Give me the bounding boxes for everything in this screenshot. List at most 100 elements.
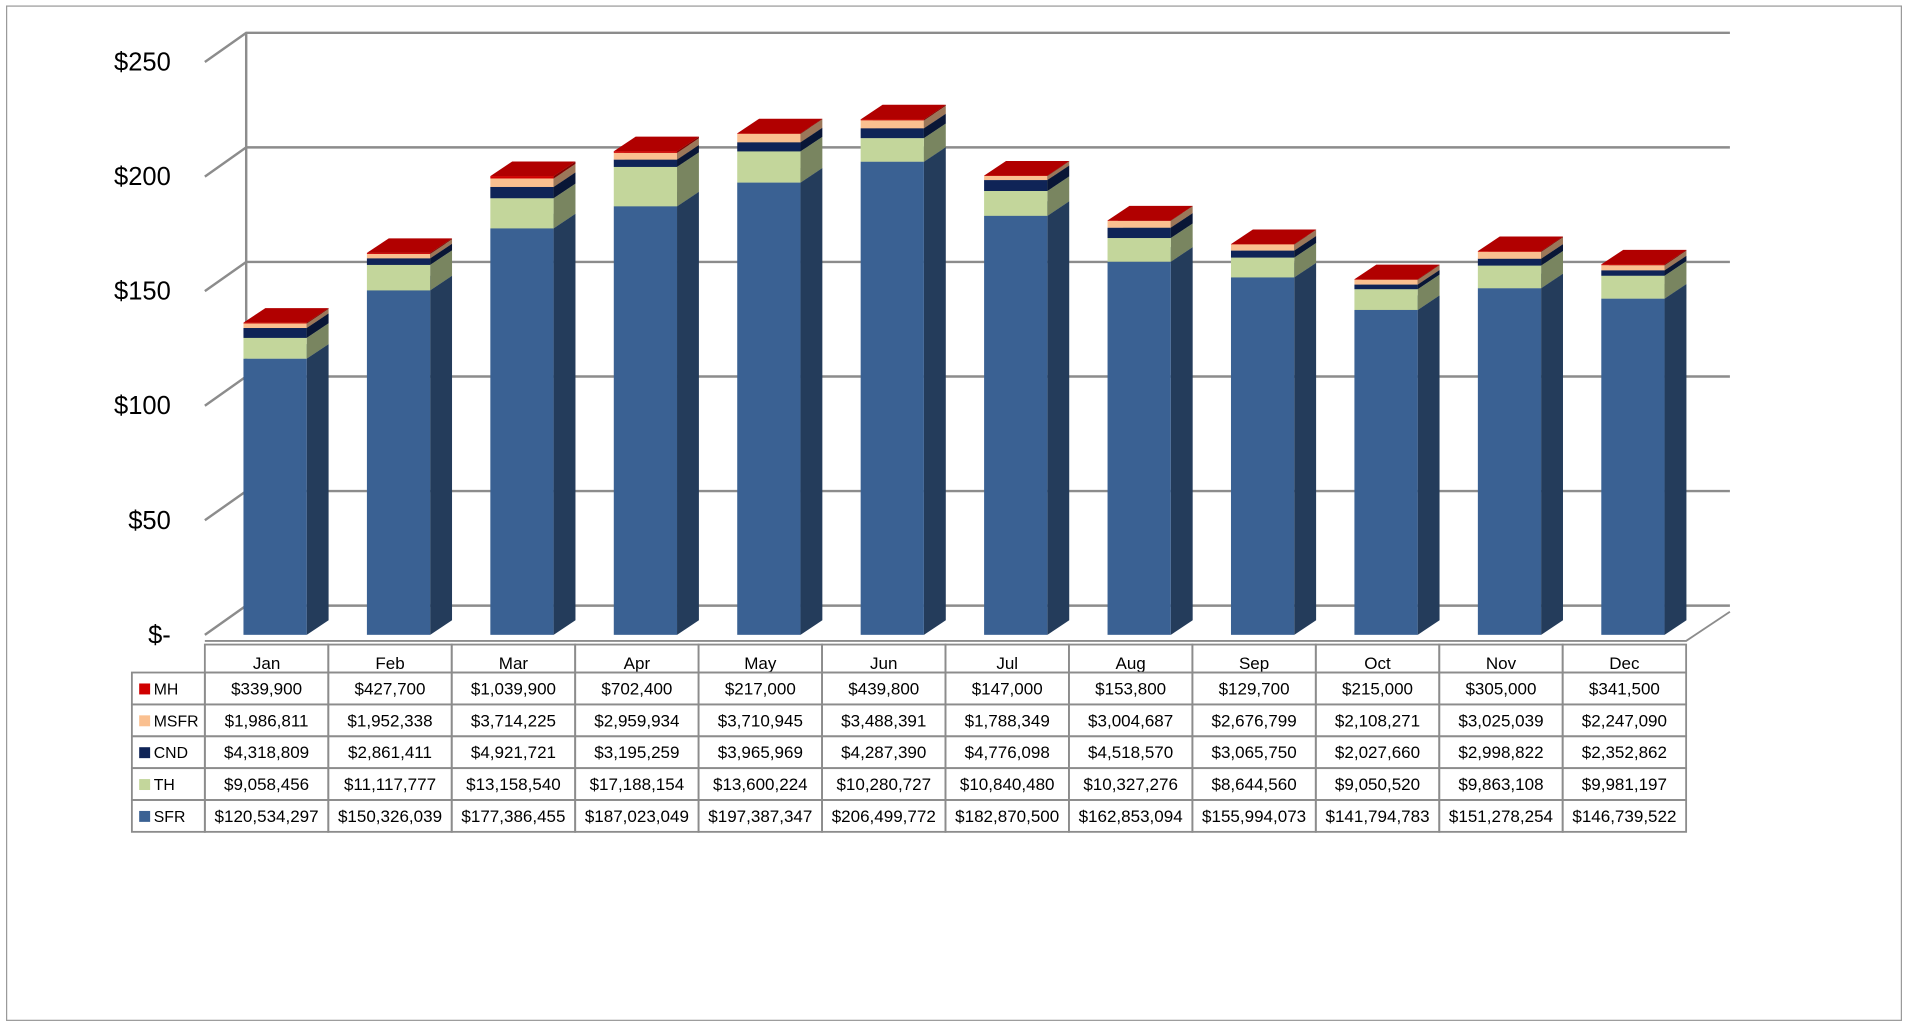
bar-side [430,238,453,254]
bar-side [553,163,576,187]
bar-side [553,183,576,229]
bar [490,228,554,635]
y-tick-label: $150 [114,278,171,306]
table-value: $2,959,934 [594,711,679,730]
table-value: $2,027,660 [1335,743,1420,762]
bar-side [1047,165,1070,191]
bar-side [923,104,946,121]
table-value: $197,387,347 [708,807,812,826]
legend-label: MSFR [154,713,199,730]
bar-side [1541,237,1563,259]
bar-side [1417,264,1440,280]
bar [860,119,924,121]
table-value: $4,921,721 [471,743,556,762]
bar-side [430,275,453,635]
legend-label: SFR [154,809,186,826]
bar-side [1047,201,1070,635]
bar-side [553,161,576,179]
y-tick-label: $250 [114,49,171,77]
bar-side [923,105,946,129]
bar-side [1294,229,1317,245]
bar-side [1047,161,1070,181]
bar [613,206,678,635]
bar [984,215,1048,635]
table-value: $146,739,522 [1572,807,1676,826]
table-value: $2,676,799 [1211,711,1296,730]
bar-side [306,344,329,635]
table-value: $439,800 [848,679,919,698]
bar-side [677,191,699,635]
bar-side [1541,273,1563,635]
bar [860,161,924,635]
bar [366,253,431,259]
x-tick-label: Aug [1116,654,1146,673]
table-value: $1,952,338 [347,711,432,730]
bar [737,151,801,183]
bar-top [613,136,699,152]
bar-side [923,147,946,635]
table-value: $10,327,276 [1083,775,1178,794]
table-value: $215,000 [1342,679,1413,698]
bar-side [677,138,699,160]
bar [613,159,678,167]
bar-side [1664,249,1687,266]
bar [737,142,801,152]
bar [1354,279,1418,285]
table-value: $10,840,480 [960,775,1055,794]
table-value: $702,400 [601,679,672,698]
table-value: $10,280,727 [836,775,931,794]
bar-top [366,238,453,253]
table-value: $129,700 [1219,679,1290,698]
bar [1107,261,1171,635]
table-value: $341,500 [1589,679,1660,698]
table-value: $4,776,098 [965,743,1050,762]
bar [984,175,1048,181]
x-tick-label: Jul [996,654,1018,673]
bar [490,178,554,187]
bar-side [1664,261,1687,299]
bar [1354,289,1418,310]
bar-side [1417,295,1440,635]
bar [490,186,554,199]
table-value: $3,195,259 [594,743,679,762]
bar [613,152,678,160]
legend-key [139,779,151,791]
table-value: $17,188,154 [590,775,685,794]
bar-side [677,136,699,153]
x-tick-label: Mar [499,654,529,673]
bar-top [490,161,576,177]
table-value: $3,714,225 [471,711,556,730]
table-value: $305,000 [1465,679,1536,698]
bar-side [800,119,823,143]
bar [243,337,307,359]
bar-side [553,213,576,635]
bar-side [800,118,823,134]
table-value: $9,981,197 [1582,775,1667,794]
table-value: $1,039,900 [471,679,556,698]
bar [860,138,924,162]
x-tick-label: May [744,654,777,673]
table-value: $147,000 [972,679,1043,698]
table-value: $2,352,862 [1582,743,1667,762]
bar-side [553,172,576,199]
bar-side [306,308,329,329]
bar-side [800,167,823,635]
table-value: $2,247,090 [1582,711,1667,730]
x-tick-label: Oct [1364,654,1391,673]
bar [1601,275,1665,299]
table-value: $1,986,811 [225,711,309,730]
x-tick-label: Dec [1609,654,1640,673]
bar [243,322,307,324]
y-tick-label: $100 [114,392,171,420]
bar [1230,244,1295,251]
legend-label: MH [154,681,179,698]
table-value: $206,499,772 [832,807,936,826]
table-value: $3,710,945 [718,711,803,730]
table-value: $13,158,540 [466,775,561,794]
table-value: $177,386,455 [461,807,565,826]
bar [984,180,1048,191]
bar-side [306,313,329,338]
table-value: $13,600,224 [713,775,808,794]
